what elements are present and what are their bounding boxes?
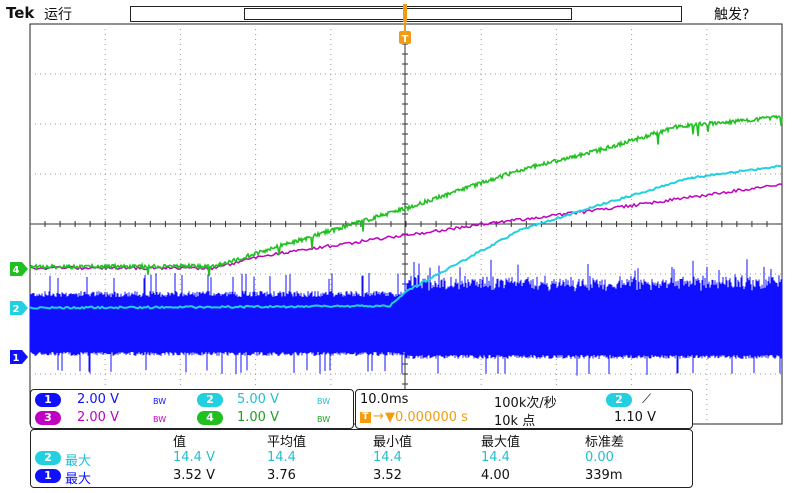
timebase-trigger-panel[interactable]: 10.0ms 100k次/秒 2 ⟋ T → ▼0.000000 s 10k 点… [355,389,693,429]
ch4-scale: 1.00 V [237,410,279,425]
meas-ch1-mean: 3.76 [267,468,296,483]
trigger-t-icon: T [360,412,371,423]
measurements-panel: 值 平均值 最小值 最大值 标准差 2 最大 14.4 V 14.4 14.4 … [30,429,693,488]
meas-ch1-badge: 1 [35,469,61,483]
ch4-waveform [29,114,783,277]
ch1-level-marker[interactable]: 1 [10,350,28,364]
waveforms [29,114,783,376]
record-view-window[interactable] [244,8,572,20]
meas-header-std: 标准差 [585,435,625,450]
ch3-badge: 3 [35,411,61,425]
meas-ch2-type: 最大 [65,454,92,469]
ch2-level-marker[interactable]: 2 [10,301,28,315]
trigger-marker-label: T [402,34,409,45]
arrow-right-icon: → [373,409,384,424]
trigger-status: 触发? [714,7,750,23]
svg-text:2: 2 [13,304,20,315]
meas-header-value: 值 [173,435,187,450]
meas-ch2-std: 0.00 [585,450,614,465]
trigger-level: 1.10 V [614,410,656,425]
ch1-scale: 2.00 V [77,392,119,407]
record-length: 10k 点 [494,414,536,429]
svg-text:4: 4 [13,265,20,276]
meas-ch1-value: 3.52 V [173,468,215,483]
meas-ch1-type: 最大 [65,472,92,487]
ch2-waveform [29,164,783,310]
ch4-level-marker[interactable]: 4 [10,262,28,276]
meas-ch2-min: 14.4 [373,450,402,465]
meas-ch1-std: 339m [585,468,623,483]
ch1-waveform [29,259,783,376]
horizontal-position: ▼0.000000 s [385,410,468,425]
meas-ch1-max: 4.00 [481,468,510,483]
meas-ch1-min: 3.52 [373,468,402,483]
meas-header-max: 最大值 [481,435,521,450]
ch1-bw-limit: BW [153,397,167,406]
meas-ch2-mean: 14.4 [267,450,296,465]
meas-header-mean: 平均值 [267,435,307,450]
trigger-source-badge: 2 [606,393,632,407]
ch3-scale: 2.00 V [77,410,119,425]
channel-settings-panel: 1 2.00 V BW 2 5.00 V BW 3 2.00 V BW 4 1.… [30,389,354,429]
ch3-bw-limit: BW [153,415,167,424]
brand-logo: Tek [6,4,35,22]
ch4-bw-limit: BW [317,415,331,424]
ch2-bw-limit: BW [317,397,331,406]
meas-ch2-max: 14.4 [481,450,510,465]
ch2-badge: 2 [197,393,223,407]
meas-header-min: 最小值 [373,435,413,450]
ch2-scale: 5.00 V [237,392,279,407]
meas-ch2-badge: 2 [35,451,61,465]
svg-text:1: 1 [13,353,20,364]
acquisition-state[interactable]: 运行 [44,7,72,23]
meas-ch2-value: 14.4 V [173,450,215,465]
trigger-slope-icon: ⟋ [642,392,652,407]
timebase-scale: 10.0ms [360,392,409,407]
sample-rate: 100k次/秒 [494,396,557,411]
ch1-badge: 1 [35,393,61,407]
ch4-badge: 4 [197,411,223,425]
trigger-position-marker[interactable]: T [399,8,411,45]
